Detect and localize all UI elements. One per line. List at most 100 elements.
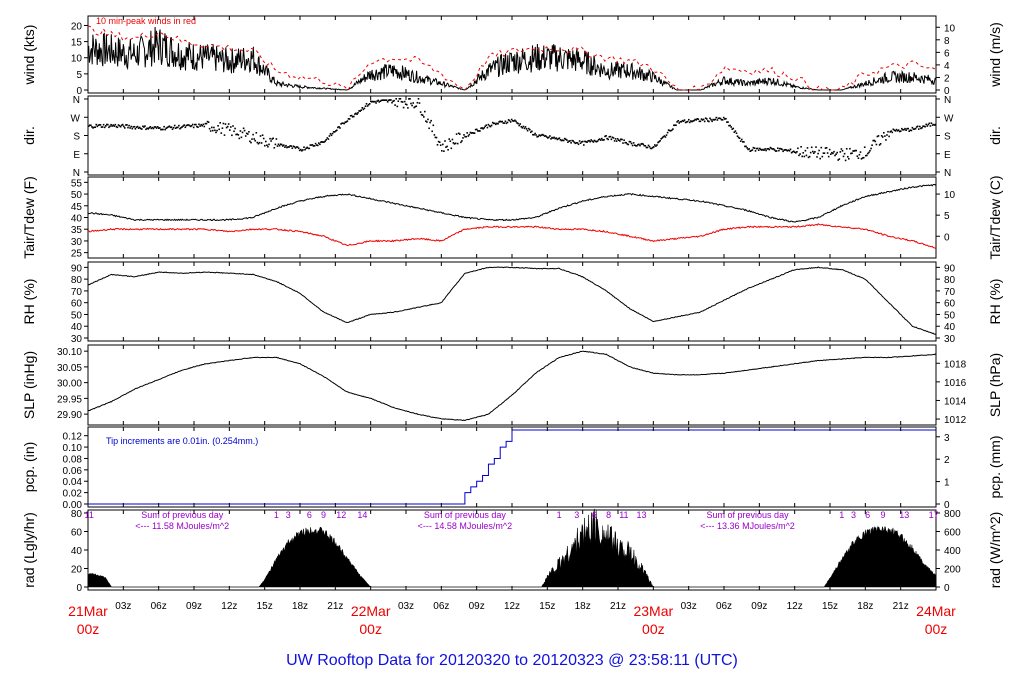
direction-point (925, 123, 927, 126)
direction-point (132, 126, 135, 128)
direction-point (502, 122, 505, 124)
direction-point (330, 134, 333, 137)
direction-point (711, 120, 713, 123)
direction-point (686, 120, 689, 123)
direction-point (751, 149, 754, 151)
direction-point (258, 141, 261, 144)
direction-point (282, 145, 284, 147)
direction-point (545, 136, 548, 138)
direction-point (884, 135, 886, 137)
direction-point (585, 140, 587, 143)
direction-point (589, 140, 591, 143)
direction-point (903, 128, 905, 131)
direction-point (402, 106, 405, 109)
direction-point (914, 127, 917, 130)
direction-point (158, 127, 160, 129)
direction-point (137, 127, 140, 129)
series-tdew (87, 223, 937, 249)
direction-point (787, 149, 790, 151)
direction-point (844, 159, 847, 162)
wind-annotation: 10 min-peak winds in red (96, 16, 196, 26)
ytick-label-right: 1016 (944, 378, 967, 389)
direction-point (289, 145, 291, 147)
direction-point (216, 129, 218, 132)
direction-point (853, 150, 855, 152)
direction-point (934, 123, 937, 126)
direction-point (237, 134, 240, 136)
direction-point (523, 127, 526, 130)
pcp-annotation: Tip increments are 0.01in. (0.254mm.) (106, 436, 258, 446)
direction-point (664, 136, 667, 138)
rad-day-sum-label: Sum of previous day (424, 510, 507, 520)
direction-point (453, 143, 456, 145)
direction-point (775, 150, 778, 152)
ylabel-right: rad (W/m^2) (987, 512, 1003, 589)
direction-point (438, 141, 441, 143)
direction-point (353, 115, 355, 118)
direction-point (675, 124, 677, 127)
direction-point (145, 128, 147, 131)
direction-point (416, 101, 419, 104)
direction-point (115, 125, 118, 128)
direction-point (647, 144, 650, 147)
direction-point (393, 99, 395, 102)
direction-point (130, 125, 132, 128)
direction-point (702, 118, 705, 121)
direction-point (223, 134, 226, 136)
direction-point (710, 118, 712, 121)
direction-point (142, 125, 144, 128)
direction-point (471, 132, 474, 134)
direction-point (129, 127, 131, 129)
direction-point (464, 135, 466, 138)
direction-point (412, 102, 414, 104)
direction-point (434, 136, 437, 139)
direction-point (481, 127, 483, 129)
direction-point (337, 126, 339, 129)
direction-point (823, 152, 826, 154)
ytick-label-left: 0 (76, 86, 82, 97)
series-slp (87, 350, 937, 422)
direction-point (136, 125, 139, 128)
direction-point (208, 127, 211, 130)
rad-hour-mark: 6 (592, 510, 597, 520)
direction-point (141, 128, 143, 130)
direction-point (278, 144, 281, 147)
direction-point (467, 135, 470, 137)
direction-point (150, 127, 153, 130)
direction-point (826, 152, 829, 154)
direction-point (512, 120, 514, 122)
direction-point (700, 118, 703, 120)
direction-point (284, 146, 286, 148)
rad-hour-mark: 1 (839, 510, 844, 520)
direction-point (384, 99, 387, 101)
direction-point (303, 146, 305, 148)
direction-point (762, 148, 764, 151)
direction-point (382, 99, 385, 101)
direction-point (497, 123, 499, 125)
direction-point (354, 113, 356, 115)
ytick-label-right: 50 (944, 310, 956, 321)
direction-point (926, 125, 929, 127)
direction-point (619, 140, 621, 142)
direction-point (270, 140, 272, 142)
direction-point (451, 138, 454, 141)
direction-point (565, 138, 567, 141)
direction-point (165, 127, 167, 130)
ytick-label-left: 30 (71, 334, 83, 345)
direction-point (314, 142, 317, 145)
direction-point (190, 125, 193, 127)
direction-point (676, 121, 678, 123)
direction-point (401, 101, 404, 103)
ylabel-left: dir. (21, 126, 37, 145)
direction-point (328, 135, 331, 137)
direction-point (259, 135, 262, 137)
direction-point (167, 126, 170, 128)
direction-point (162, 128, 164, 131)
direction-point (134, 128, 137, 130)
direction-point (923, 125, 925, 128)
direction-point (798, 154, 800, 157)
direction-point (101, 126, 104, 128)
direction-point (852, 150, 854, 152)
ytick-label-right: 0 (944, 86, 950, 97)
